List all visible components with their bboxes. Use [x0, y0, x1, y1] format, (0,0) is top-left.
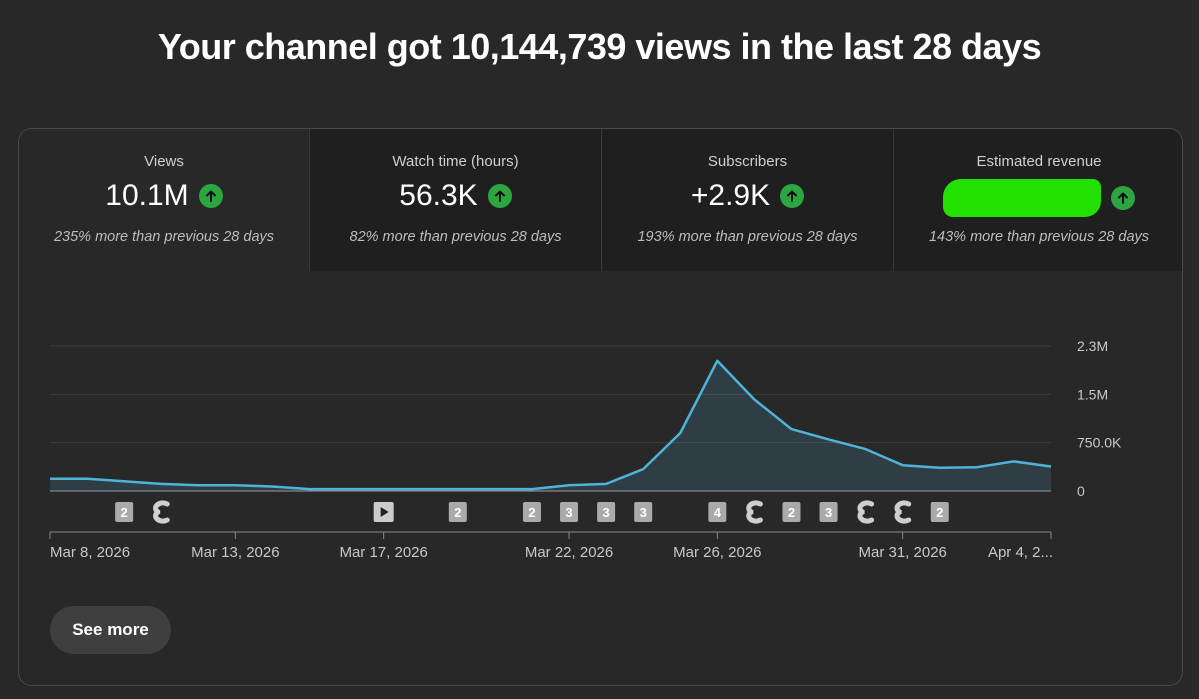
metric-value: 56.3K — [399, 179, 478, 212]
upload-marker-count: 3 — [560, 502, 579, 522]
marker-box — [560, 502, 579, 522]
upload-marker-count: 2 — [782, 502, 801, 522]
marker-box — [115, 502, 134, 522]
metric-label: Subscribers — [707, 153, 788, 170]
arrow-up-icon — [1111, 186, 1135, 210]
upload-marker-count: 3 — [634, 502, 653, 522]
shorts-icon — [746, 500, 763, 524]
marker-count: 2 — [788, 505, 795, 520]
y-tick-label: 1.5M — [1077, 386, 1108, 402]
metric-value: +2.9K — [690, 179, 771, 212]
arrow-up-icon — [780, 184, 805, 208]
page-headline: Your channel got 10,144,739 views in the… — [157, 26, 1042, 67]
marker-count: 2 — [528, 505, 535, 520]
views-line — [50, 359, 1052, 491]
shorts-icon — [894, 500, 912, 524]
metric-tab-views[interactable]: Views 10.1M 235% more than previous 28 d… — [19, 129, 310, 271]
upload-marker-short — [894, 500, 912, 524]
metric-label: Views — [144, 153, 184, 170]
shorts-icon — [153, 500, 170, 524]
marker-box — [819, 502, 838, 522]
metric-label: Watch time (hours) — [392, 153, 519, 170]
upload-marker-count: 2 — [448, 502, 467, 522]
marker-count: 3 — [602, 505, 609, 520]
upload-marker-short — [746, 500, 763, 524]
x-tick-label: Mar 13, 2026 — [191, 544, 279, 561]
x-tick-label: Apr 4, 2... — [988, 544, 1053, 561]
y-tick-label: 0 — [1077, 483, 1085, 499]
shorts-play — [901, 509, 906, 515]
upload-marker-count: 3 — [597, 502, 616, 522]
marker-box — [782, 502, 801, 522]
upload-marker-count: 3 — [819, 502, 838, 522]
metric-tab-subscribers[interactable]: Subscribers +2.9K 193% more than previou… — [602, 129, 894, 271]
marker-box — [634, 502, 653, 522]
marker-count: 4 — [714, 505, 722, 520]
marker-box — [597, 502, 616, 522]
upload-marker-short — [153, 500, 170, 524]
y-tick-label: 2.3M — [1077, 338, 1108, 354]
metric-label: Estimated revenue — [976, 153, 1102, 170]
marker-count: 2 — [454, 505, 461, 520]
x-tick-label: Mar 31, 2026 — [859, 544, 947, 561]
upload-marker-short — [857, 500, 875, 524]
upload-marker-count: 2 — [115, 502, 134, 522]
shorts-play — [753, 509, 758, 515]
marker-box — [522, 502, 541, 522]
upload-marker-count: 4 — [708, 502, 727, 522]
see-more-button[interactable]: See more — [50, 606, 171, 654]
marker-box — [448, 502, 467, 522]
metric-change: 143% more than previous 28 days — [928, 229, 1150, 245]
x-tick-label: Mar 26, 2026 — [673, 544, 761, 561]
marker-count: 3 — [825, 505, 832, 520]
marker-count: 2 — [936, 505, 943, 520]
arrow-up-icon — [198, 184, 223, 208]
metric-change: 82% more than previous 28 days — [349, 229, 562, 245]
x-tick-label: Mar 8, 2026 — [50, 544, 130, 561]
metric-change: 193% more than previous 28 days — [637, 229, 858, 245]
marker-count: 3 — [565, 505, 572, 520]
play-icon — [380, 507, 389, 517]
marker-box — [930, 502, 949, 522]
metric-tab-estimated-revenue[interactable]: Estimated revenue 143% more than previou… — [894, 129, 1182, 271]
shorts-play — [160, 509, 165, 515]
views-area — [50, 360, 1051, 491]
shorts-icon — [857, 500, 875, 524]
arrow-up-icon — [487, 184, 512, 208]
marker-box — [708, 502, 727, 522]
analytics-card: Views 10.1M 235% more than previous 28 d… — [18, 128, 1183, 686]
y-tick-label: 750.0K — [1077, 435, 1122, 451]
x-tick-label: Mar 22, 2026 — [525, 544, 613, 561]
metric-change: 235% more than previous 28 days — [53, 229, 275, 245]
views-chart[interactable]: 2.3M 1.5M 750.0K 0 2 2 2 3 3 3 4 2 3 2 Mar 8, 2026 Mar … — [19, 271, 1183, 571]
marker-count: 2 — [121, 505, 128, 520]
x-tick-label: Mar 17, 2026 — [339, 544, 427, 561]
upload-marker-count: 2 — [930, 502, 949, 522]
upload-marker-count: 2 — [522, 502, 541, 522]
metric-value: 10.1M — [105, 179, 189, 212]
metric-tabs: Views 10.1M 235% more than previous 28 d… — [19, 129, 1182, 271]
metric-tab-watch-time[interactable]: Watch time (hours) 56.3K 82% more than p… — [310, 129, 602, 271]
redacted-value — [943, 179, 1101, 217]
upload-marker-video — [373, 502, 394, 522]
marker-count: 3 — [640, 505, 647, 520]
shorts-play — [864, 509, 869, 515]
